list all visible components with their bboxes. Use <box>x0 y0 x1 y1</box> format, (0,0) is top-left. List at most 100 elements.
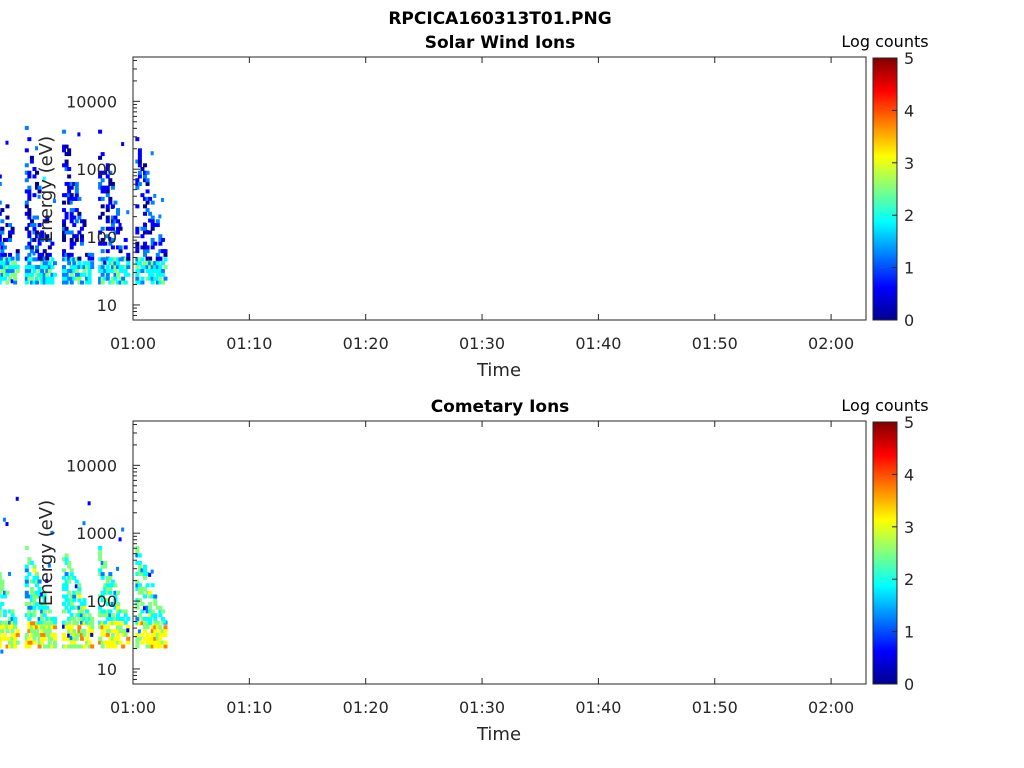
heatmap-cell <box>150 261 155 266</box>
heatmap-cell <box>47 268 52 273</box>
heatmap-cell <box>108 280 113 285</box>
solar-wind-colorbar-ticks: 0 1 2 3 4 5 <box>892 49 914 330</box>
heatmap-cell <box>103 185 108 190</box>
heatmap-cell <box>121 268 126 273</box>
heatmap-cell <box>62 276 67 281</box>
solar-wind-heatmap <box>0 125 168 285</box>
heatmap-cell <box>126 272 131 277</box>
heatmap-cell <box>47 276 52 281</box>
colorbar-tick-label: 5 <box>904 49 914 68</box>
heatmap-cell <box>64 268 69 273</box>
heatmap-cell <box>0 181 2 186</box>
heatmap-cell <box>118 276 123 281</box>
heatmap-cell <box>24 245 28 250</box>
heatmap-cell <box>24 256 29 261</box>
heatmap-cell <box>64 226 69 231</box>
heatmap-cell <box>64 193 69 198</box>
heatmap-cell <box>98 276 103 281</box>
heatmap-cell <box>69 219 74 224</box>
heatmap-cell <box>27 196 32 201</box>
heatmap-cell <box>69 272 74 277</box>
heatmap-cell <box>77 272 82 277</box>
heatmap-cell <box>108 226 113 231</box>
heatmap-cell <box>72 268 77 273</box>
heatmap-cell <box>143 226 148 231</box>
heatmap-cell <box>145 189 150 194</box>
heatmap-cell <box>45 280 50 285</box>
heatmap-cell <box>103 276 108 281</box>
heatmap-cell <box>24 170 29 175</box>
heatmap-cell <box>10 261 15 266</box>
heatmap-cell <box>118 265 123 270</box>
heatmap-cell <box>62 237 67 242</box>
heatmap-cell <box>32 174 37 179</box>
heatmap-cell <box>87 261 92 266</box>
heatmap-cell <box>35 280 40 285</box>
heatmap-cell <box>108 181 113 186</box>
heatmap-cell <box>90 261 95 266</box>
heatmap-cell <box>32 280 37 285</box>
heatmap-cell <box>69 237 74 242</box>
heatmap-cell <box>0 268 5 273</box>
heatmap-cell <box>148 196 153 201</box>
heatmap-cell <box>69 200 73 205</box>
heatmap-cell <box>103 189 108 194</box>
heatmap-cell <box>113 215 118 220</box>
heatmap-cell <box>116 257 121 262</box>
heatmap-cell <box>37 272 42 277</box>
heatmap-cell <box>100 237 105 242</box>
heatmap-cell <box>150 215 155 220</box>
heatmap-cell <box>135 185 140 190</box>
heatmap-cell <box>153 241 158 246</box>
heatmap-cell <box>98 185 103 190</box>
heatmap-cell <box>32 237 37 242</box>
heatmap-cell <box>116 245 121 250</box>
heatmap-cell <box>87 272 92 277</box>
heatmap-cell <box>50 280 55 285</box>
heatmap-cell <box>140 193 145 198</box>
heatmap-cell <box>121 142 125 147</box>
heatmap-cell <box>79 219 84 224</box>
heatmap-cell <box>5 215 10 220</box>
heatmap-cell <box>74 185 79 190</box>
heatmap-cell <box>67 196 72 201</box>
heatmap-cell <box>72 208 77 213</box>
heatmap-cell <box>135 280 140 285</box>
heatmap-cell <box>72 241 77 246</box>
heatmap-cell <box>82 261 87 266</box>
heatmap-cell <box>160 268 165 273</box>
heatmap-cell <box>148 256 153 261</box>
heatmap-cell <box>72 215 77 220</box>
heatmap-cell <box>47 280 52 285</box>
heatmap-cell <box>72 265 77 270</box>
heatmap-cell <box>143 211 148 216</box>
heatmap-cell <box>29 265 34 270</box>
solar-wind-panel: Solar Wind Ions 01:00 01:10 01:20 01:30 01:4… <box>0 32 929 381</box>
heatmap-cell <box>32 215 37 220</box>
heatmap-cell <box>118 268 123 273</box>
heatmap-cell <box>35 245 40 250</box>
heatmap-cell <box>35 272 40 277</box>
heatmap-cell <box>64 152 69 157</box>
heatmap-cell <box>69 280 74 285</box>
heatmap-cell <box>15 265 20 270</box>
heatmap-cell <box>100 276 105 281</box>
heatmap-cell <box>72 276 77 281</box>
heatmap-cell <box>24 265 29 270</box>
heatmap-cell <box>145 208 150 213</box>
heatmap-cell <box>100 204 105 209</box>
heatmap-cell <box>35 146 39 151</box>
heatmap-cell <box>27 265 32 270</box>
heatmap-cell <box>67 174 72 179</box>
heatmap-cell <box>163 276 168 281</box>
heatmap-cell <box>64 167 69 172</box>
heatmap-cell <box>8 252 13 257</box>
heatmap-cell <box>98 170 103 175</box>
heatmap-cell <box>113 265 118 270</box>
heatmap-cell <box>8 268 13 273</box>
heatmap-cell <box>62 234 67 239</box>
heatmap-cell <box>5 140 9 145</box>
heatmap-cell <box>103 260 107 265</box>
heatmap-cell <box>74 219 79 224</box>
heatmap-cell <box>113 200 118 205</box>
